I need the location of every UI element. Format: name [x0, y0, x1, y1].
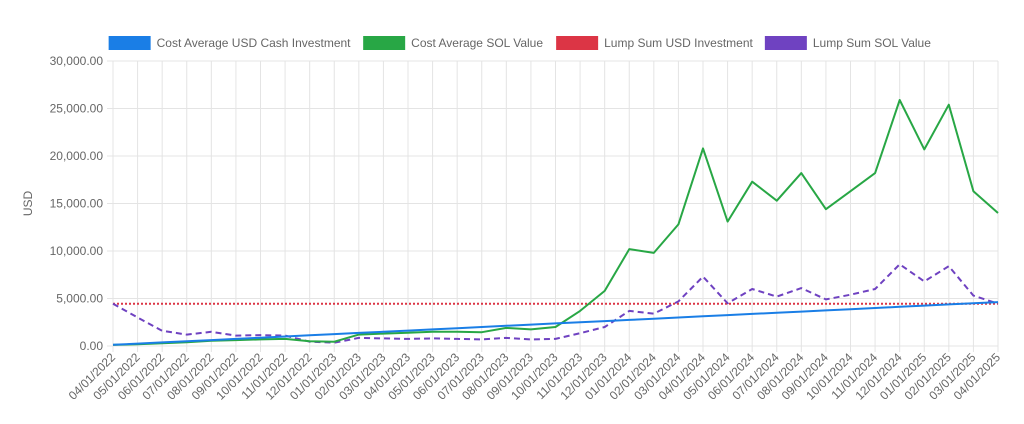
series-line-3	[112, 263, 999, 344]
y-tick-label: 20,000.00	[50, 149, 104, 163]
legend-swatch	[363, 36, 406, 50]
y-tick-label: 10,000.00	[50, 244, 104, 258]
y-tick-label: 15,000.00	[50, 197, 104, 211]
y-axis-ticks: 0.00 5,000.00 10,000.00 15,000.00 20,000.00 2…	[50, 54, 104, 353]
y-tick-label: 30,000.00	[50, 54, 104, 68]
y-tick-label: 5,000.00	[56, 292, 103, 306]
y-tick-label: 0.00	[80, 339, 104, 353]
legend: Cost Average USD Cash Investment Cost Ave…	[108, 36, 931, 50]
legend-label: Cost Average SOL Value	[411, 36, 543, 50]
series-lines	[112, 99, 999, 346]
legend-swatch	[764, 36, 807, 50]
legend-label: Lump Sum USD Investment	[604, 36, 753, 50]
y-axis-title: USD	[21, 191, 35, 217]
legend-swatch	[108, 36, 151, 50]
legend-label: Cost Average USD Cash Investment	[157, 36, 352, 50]
series-line-1	[112, 99, 999, 346]
y-tick-label: 25,000.00	[50, 102, 104, 116]
series-line-0	[112, 301, 999, 346]
x-axis-ticks: 04/01/202205/01/202206/01/202207/01/2022…	[66, 350, 1004, 403]
legend-label: Lump Sum SOL Value	[813, 36, 931, 50]
legend-swatch	[556, 36, 599, 50]
